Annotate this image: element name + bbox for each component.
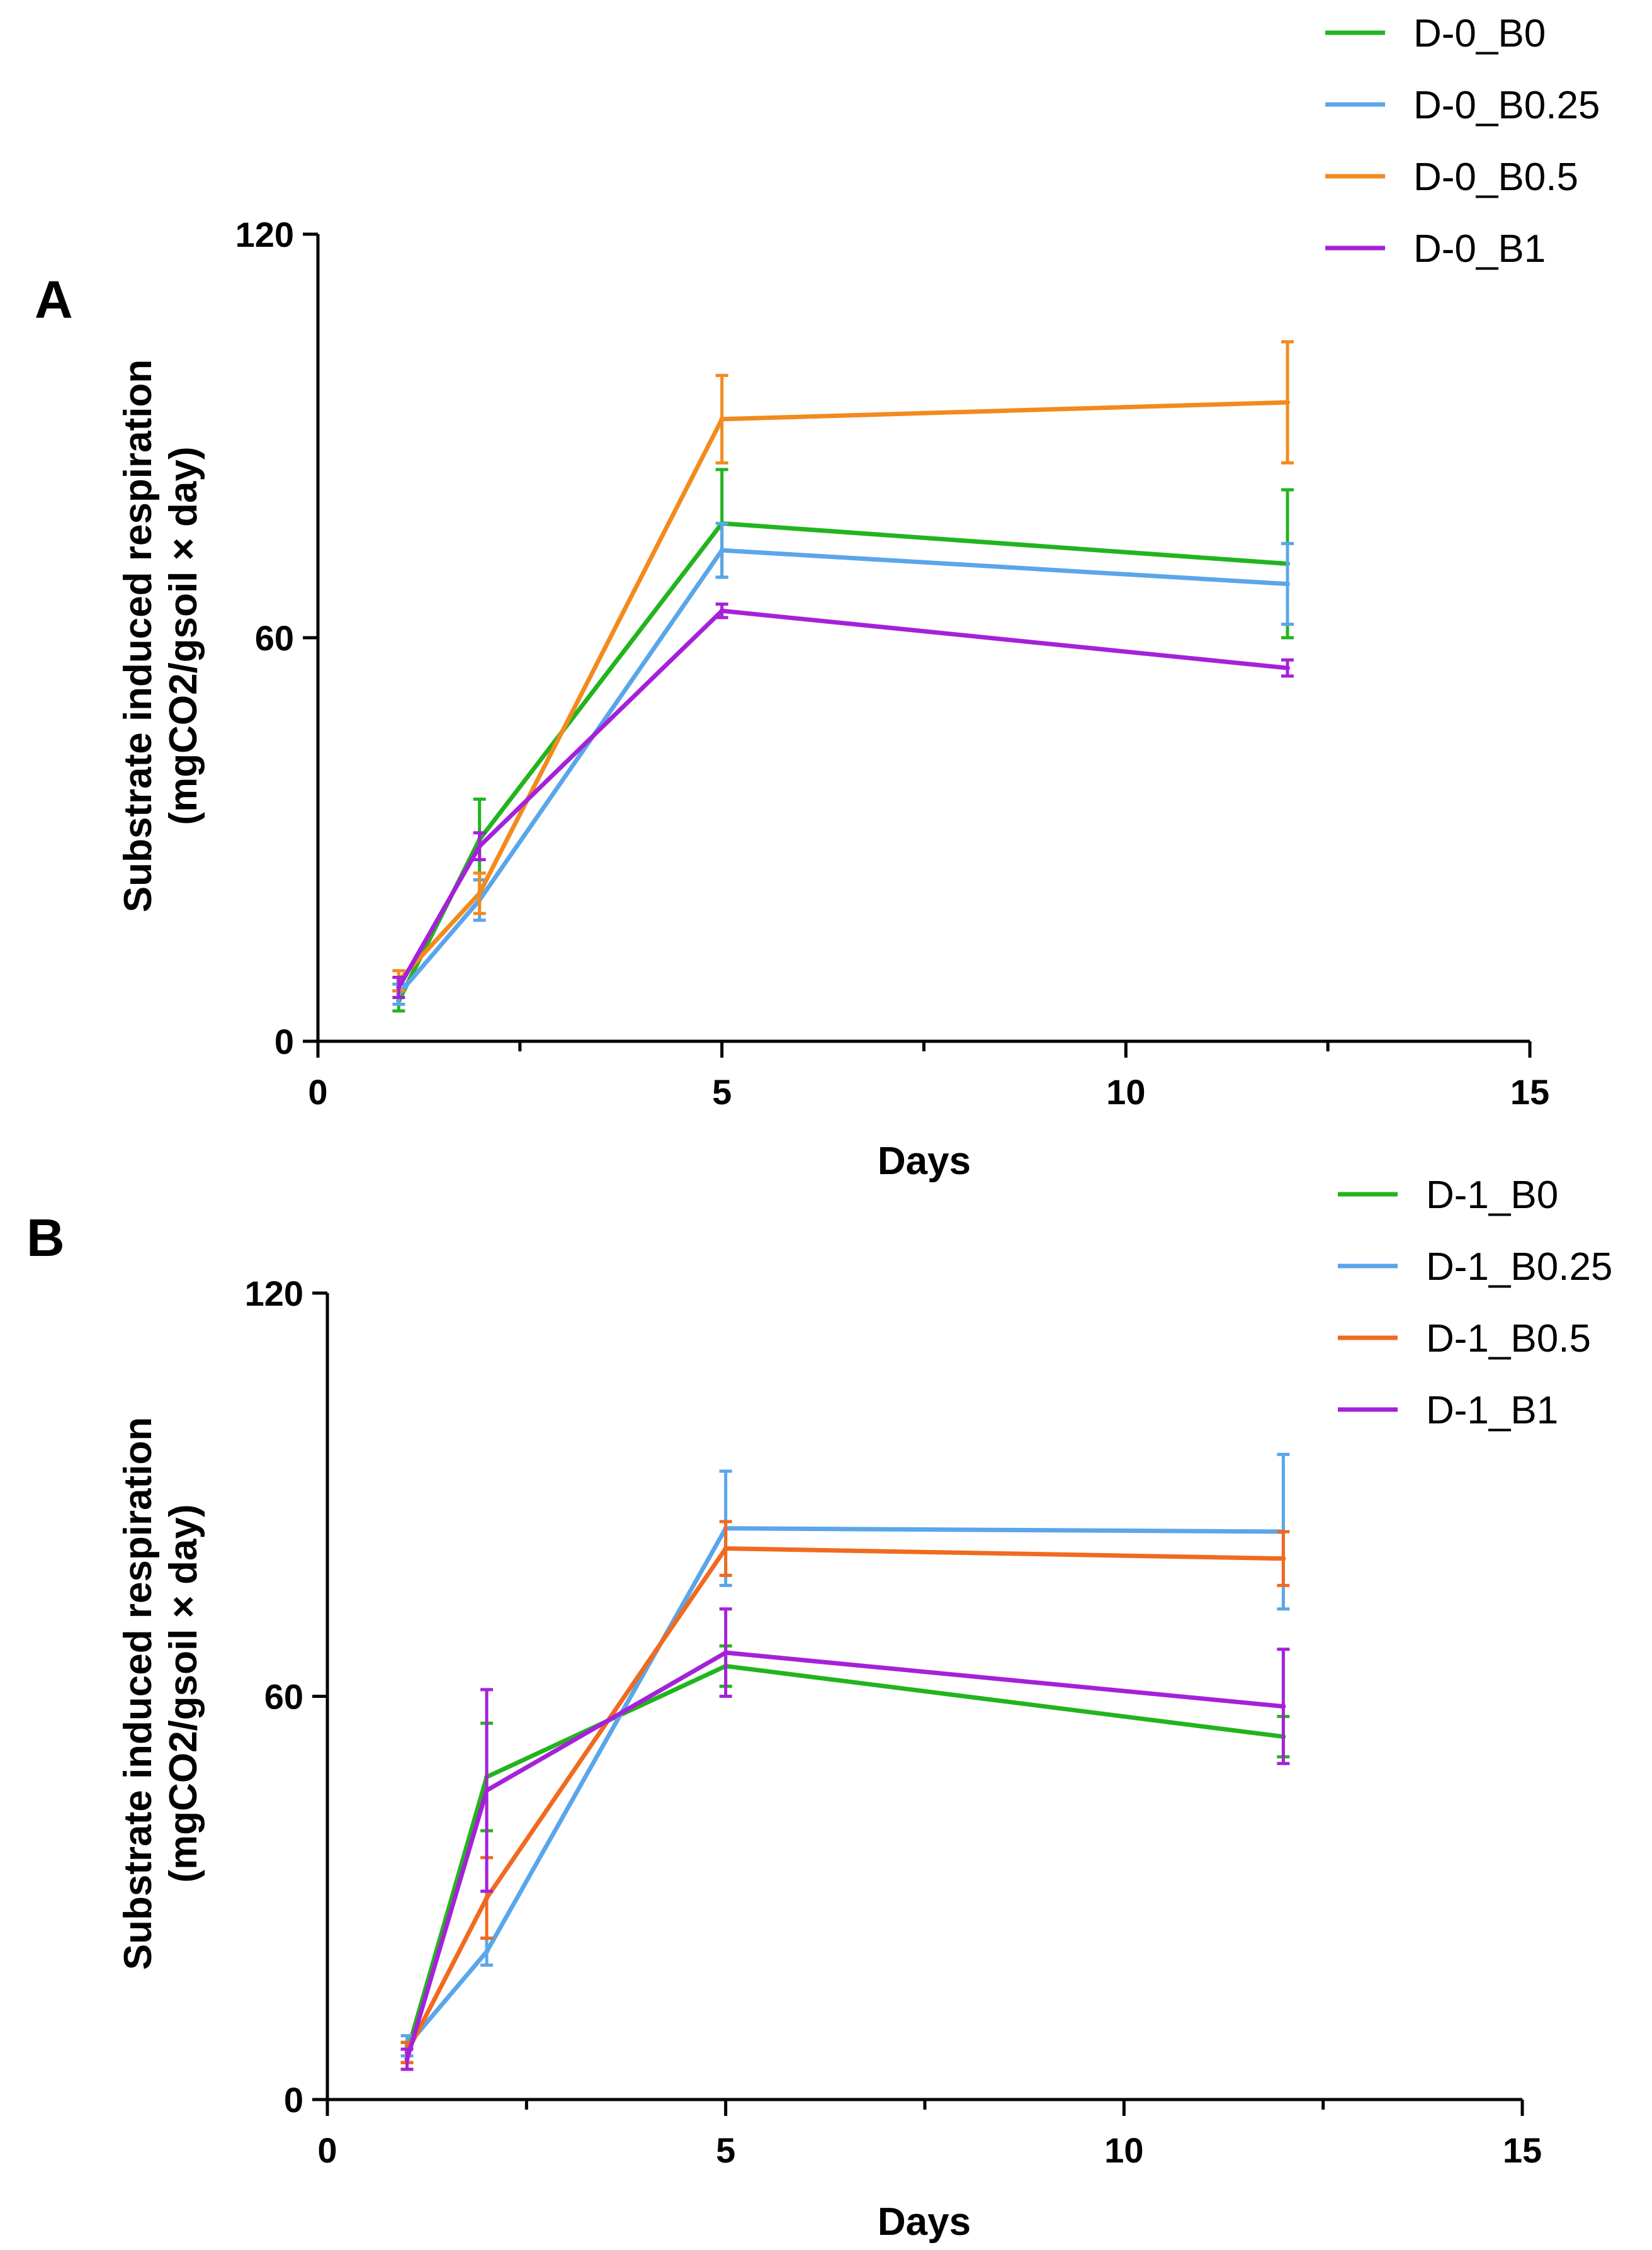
legend-label: D-1_B0.25 (1426, 1245, 1612, 1289)
panel-a-x-tick-label: 5 (712, 1072, 732, 1112)
legend-label: D-1_B0 (1426, 1173, 1558, 1217)
data-point (1285, 581, 1290, 587)
series-line (397, 521, 1288, 1002)
data-point (484, 1949, 490, 1955)
panel-a-y-tick-label: 60 (255, 618, 294, 658)
panel-a-y-tick-label: 0 (274, 1022, 294, 1061)
panel-a-series-D-0_B0.25 (392, 521, 1294, 1006)
panel-b-series-D-1_B0 (400, 1644, 1290, 2064)
data-point (1281, 1704, 1286, 1709)
panel-a-x-tick-label: 15 (1510, 1072, 1549, 1112)
panel-a-letter: A (35, 270, 73, 329)
data-point (719, 548, 725, 553)
panel-b-y-tick-label: 60 (264, 1677, 303, 1717)
panel-b-y-tick-label: 120 (245, 1274, 303, 1313)
data-point (1281, 1556, 1286, 1561)
data-point (1285, 665, 1290, 671)
panel-b: B 0 60 120 0 5 10 15 Days Substrate induced respi… (26, 1173, 1612, 2244)
panel-b-y-axis-title-line1: Substrate induced respiration (116, 1417, 160, 1970)
data-point (477, 844, 482, 849)
legend-label: D-0_B0 (1413, 12, 1546, 55)
panel-a-x-tick-label: 10 (1106, 1072, 1145, 1112)
series-line (397, 400, 1288, 983)
data-point (484, 1787, 490, 1793)
legend-label: D-0_B1 (1413, 227, 1546, 271)
panel-b-x-tick-label: 15 (1503, 2130, 1542, 2170)
series-line (405, 1546, 1284, 2054)
panel-b-series-D-1_B1 (400, 1607, 1290, 2071)
data-point (719, 608, 725, 614)
panel-a-y-tick-label: 120 (235, 215, 294, 254)
panel-a: A 0 60 120 0 5 10 15 Days Substrate induced respi… (35, 12, 1600, 1183)
panel-b-y-tick-label: 0 (284, 2080, 303, 2120)
data-point (484, 1895, 490, 1901)
panel-b-x-tick-label: 10 (1104, 2130, 1143, 2170)
data-point (723, 1546, 728, 1551)
series-line (397, 548, 1288, 996)
panel-b-letter: B (26, 1208, 65, 1267)
panel-b-y-axis-title-line2: (mgCO2/gsoil × day) (162, 1504, 205, 1882)
data-point (477, 890, 482, 896)
data-point (719, 416, 725, 422)
panel-a-y-axis-title: Substrate induced respiration(mgCO2/gsoi… (116, 359, 205, 913)
legend-label: D-0_B0.5 (1413, 155, 1578, 199)
series-line (405, 1650, 1284, 2060)
panel-a-series-D-0_B0.5 (392, 340, 1294, 993)
panel-a-series-D-0_B0 (392, 468, 1294, 1013)
data-point (1285, 400, 1290, 405)
panel-a-y-axis-title-line2: (mgCO2/gsoil × day) (162, 446, 205, 825)
panel-a-series-D-0_B1 (392, 602, 1294, 1000)
panel-a-x-axis-title: Days (878, 1139, 971, 1183)
series-line (397, 608, 1288, 989)
data-point (723, 1650, 728, 1656)
panel-b-x-tick-label: 5 (716, 2130, 735, 2170)
legend-label: D-0_B0.25 (1413, 84, 1600, 127)
panel-b-series-D-1_B0.5 (400, 1520, 1290, 2064)
panel-a-x-tick-label: 0 (308, 1072, 327, 1112)
data-point (404, 2056, 410, 2062)
series-line (405, 1526, 1284, 2047)
legend-label: D-1_B0.5 (1426, 1317, 1591, 1360)
panel-b-x-axis-title: Days (878, 2200, 971, 2244)
panel-b-x-tick-label: 0 (317, 2130, 337, 2170)
panel-b-y-axis-title: Substrate induced respiration(mgCO2/gsoi… (116, 1417, 205, 1970)
data-point (396, 985, 402, 990)
panel-a-y-axis-title-line1: Substrate induced respiration (116, 359, 160, 913)
legend-label: D-1_B1 (1426, 1389, 1558, 1432)
